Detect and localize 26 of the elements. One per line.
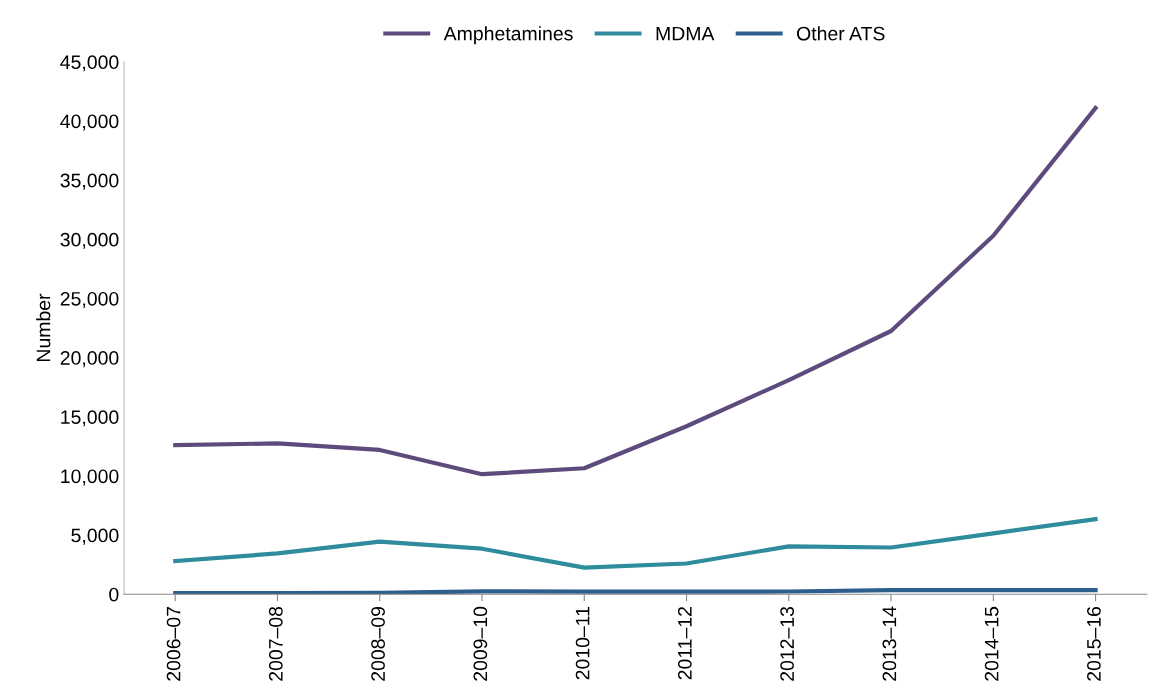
y-tick-label: 45,000: [60, 55, 119, 72]
y-tick-label: 10,000: [61, 469, 119, 486]
y-tick-label: 5,000: [71, 528, 119, 545]
x-tick-label: 2010–11: [575, 607, 590, 680]
x-tick-label: 2015–16: [1087, 606, 1101, 681]
x-tick-label: 2012–13: [780, 606, 795, 681]
y-axis-title: Number: [36, 293, 51, 362]
x-tick-label: 2014–15: [984, 606, 999, 681]
line-series: [173, 105, 1098, 477]
y-tick-label: 0: [109, 587, 119, 602]
y-tick-label: 40,000: [60, 114, 119, 131]
x-tick-label: 2011–12: [677, 607, 692, 680]
line-series: [173, 517, 1098, 570]
y-tick-label: 15,000: [61, 410, 119, 427]
y-tick-label: 35,000: [60, 173, 119, 190]
x-tick-label: 2008–09: [371, 606, 385, 681]
y-tick-label: 20,000: [60, 351, 119, 368]
x-tick-label: 2013–14: [882, 606, 897, 681]
y-tick-label: 30,000: [60, 232, 119, 249]
x-tick-label: 2007–08: [268, 606, 283, 681]
legend-label: Amphetamines: [443, 26, 573, 45]
x-tick-label: 2009–10: [473, 606, 488, 681]
x-tick-label: 2006–07: [166, 607, 181, 681]
legend-label: MDMA: [656, 26, 715, 41]
y-tick-label: 25,000: [60, 291, 119, 308]
legend-label: Other ATS: [797, 26, 885, 41]
